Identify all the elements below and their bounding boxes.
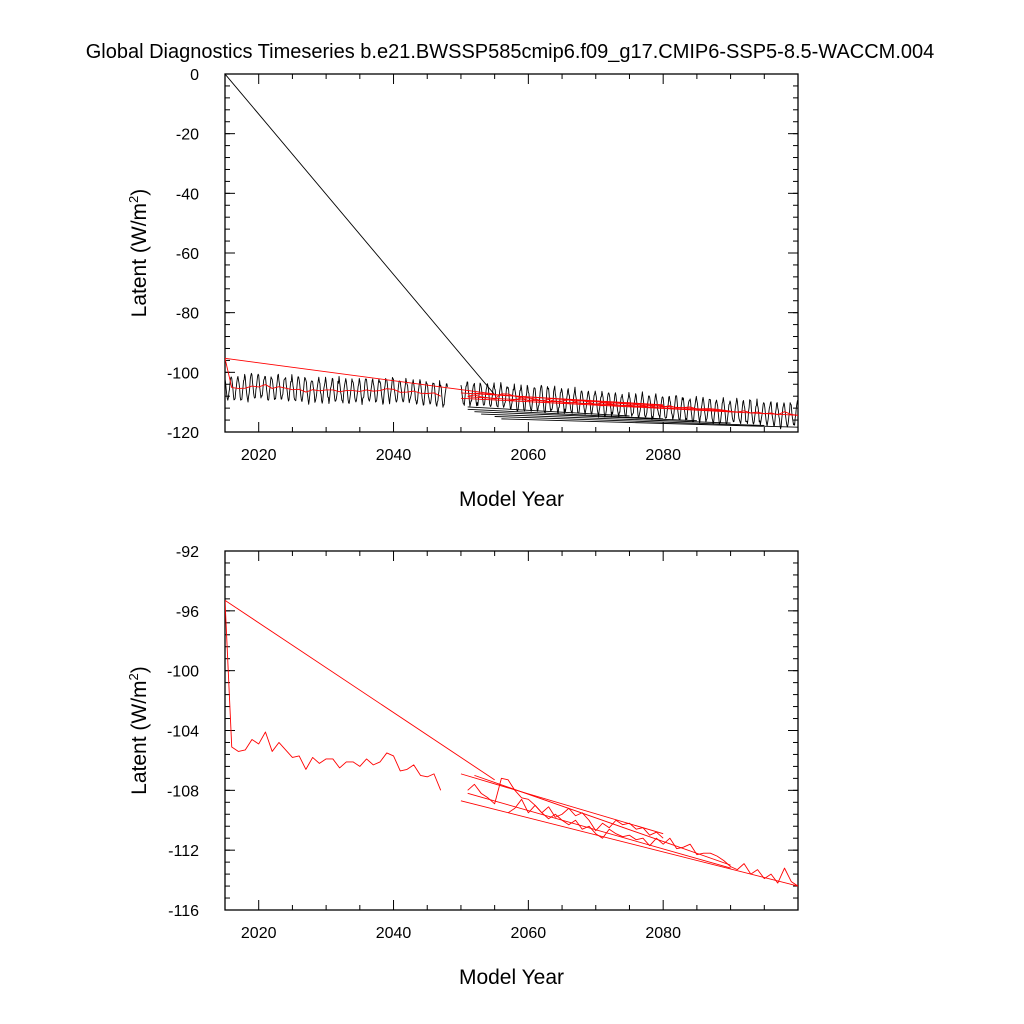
chart1-plot-frame (224, 550, 799, 911)
chart1-y-tick-label: -92 (176, 544, 199, 561)
chart1-annual-series-line (474, 774, 731, 866)
chart0-y-tick-label: -80 (176, 306, 199, 323)
chart0-plot-frame (224, 73, 799, 433)
chart0-annual-series-line (474, 392, 731, 412)
chart1-annual-series-line (460, 773, 664, 835)
chart0-monthly-series-line (225, 74, 495, 395)
chart1-x-tick-label: 2040 (376, 925, 412, 942)
chart1-y-tick-label: -100 (167, 664, 199, 681)
figure-title: Global Diagnostics Timeseries b.e21.BWSS… (86, 41, 935, 63)
panel-top-timeseries: 2020 2040 2060 2080 0 -20 -40 -60 -80 -100 -120 Mod… (126, 67, 799, 511)
chart1-x-tick-label: 2020 (241, 925, 277, 942)
chart0-x-tick-label: 2040 (376, 447, 412, 464)
chart0-x-axis-title: Model Year (459, 488, 564, 511)
chart0-monthly-series-line (467, 406, 630, 417)
chart1-traces (225, 599, 798, 887)
chart1-y-tick-label: -108 (167, 783, 199, 800)
chart0-monthly-series-line (494, 416, 765, 426)
chart0-y-tick-label: 0 (190, 67, 199, 84)
chart0-y-tick-label: -120 (167, 425, 199, 442)
chart1-annual-series-line (225, 600, 442, 791)
chart1-y-tick-label: -112 (168, 843, 199, 860)
chart1-annual-series-line (507, 798, 798, 887)
chart1-x-tick-label: 2060 (511, 925, 547, 942)
chart1-annual-series-line (460, 800, 798, 887)
chart1-y-axis-title: Latent (W/m2) (126, 666, 151, 795)
chart1-y-tick-label: -96 (176, 604, 199, 621)
chart1-annual-series-line (467, 777, 664, 839)
chart1-y-tick-label: -104 (167, 724, 199, 741)
chart0-monthly-series-line (481, 413, 731, 424)
chart0-monthly-series-line (474, 411, 697, 422)
chart0-annual-series-line (225, 358, 441, 397)
panel-bottom-timeseries: 2020 2040 2060 2080 -92 -96 -100 -104 -108 -112 -1… (126, 544, 799, 989)
chart0-y-tick-label: -100 (167, 365, 199, 382)
chart0-y-tick-label: -20 (176, 127, 199, 144)
chart0-x-tick-label: 2020 (241, 447, 277, 464)
chart0-annual-series-line (467, 396, 731, 413)
chart0-monthly-series-line (467, 408, 664, 420)
chart0-y-axis-title: Latent (W/m2) (126, 189, 151, 318)
chart1-x-tick-label: 2080 (645, 925, 681, 942)
chart1-annual-series-line (225, 599, 495, 781)
chart0-x-tick-label: 2060 (511, 447, 547, 464)
chart1-annual-series-line (467, 792, 731, 869)
chart0-traces (225, 74, 798, 430)
chart0-monthly-series-line (225, 372, 448, 408)
chart1-x-axis-title: Model Year (459, 966, 564, 989)
chart0-monthly-series-line (501, 418, 798, 428)
chart0-y-tick-label: -40 (176, 186, 199, 203)
chart0-y-tick-label: -60 (176, 246, 199, 263)
chart0-x-tick-label: 2080 (645, 447, 681, 464)
chart1-y-tick-label: -116 (168, 903, 199, 920)
chart0-annual-series-line (225, 357, 495, 395)
chart0-annual-series-line (460, 397, 798, 416)
